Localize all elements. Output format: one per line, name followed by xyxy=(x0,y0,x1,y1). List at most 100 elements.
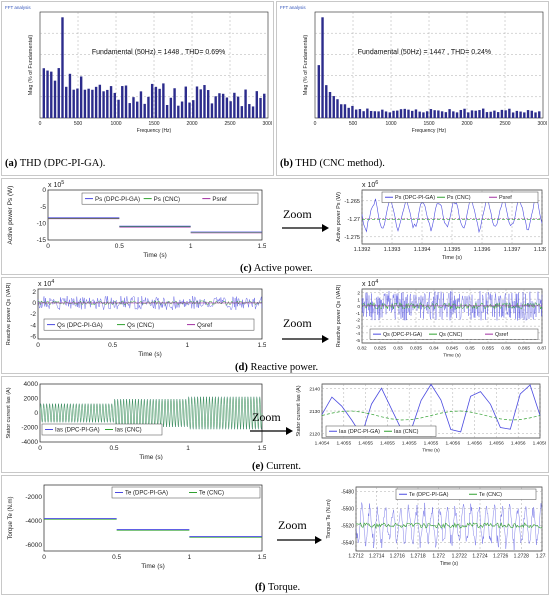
legend-entry: Ias (CNC) xyxy=(115,428,142,434)
x-tick-label: 1.1393 xyxy=(384,247,401,253)
x-tick-label: 1.4055 xyxy=(424,440,439,446)
x-tick-label: 1.4055 xyxy=(358,440,373,446)
x-tick-label: 1 xyxy=(186,445,190,452)
axis-exponent: x 105 xyxy=(48,180,64,189)
bar xyxy=(508,108,511,118)
x-tick-label: 1.2712 xyxy=(348,554,364,560)
y-tick-label: 2000 xyxy=(24,396,39,403)
caption-f: (f) Torque. xyxy=(255,582,301,593)
caption-d: (d) Reactive power. xyxy=(235,362,319,373)
x-axis-label: Time (s) xyxy=(143,252,167,259)
bar xyxy=(72,89,75,118)
x-tick-label: 1.1392 xyxy=(354,247,371,253)
bar xyxy=(444,112,448,118)
bar xyxy=(65,86,68,118)
legend-entry: Qsref xyxy=(197,322,212,329)
bar xyxy=(425,111,429,118)
legend-box xyxy=(81,192,259,205)
x-tick-label: 3000 xyxy=(537,121,547,127)
bar xyxy=(169,97,173,118)
x-tick-label: 0.845 xyxy=(446,345,458,351)
legend-entry: Te (DPC-PI-GA) xyxy=(409,492,449,498)
x-tick-label: 1.2724 xyxy=(472,554,488,560)
bar xyxy=(143,103,146,118)
bar xyxy=(225,97,229,118)
bar xyxy=(79,76,83,118)
x-tick-label: 0.5 xyxy=(108,342,117,349)
legend-entry: Ps (DPC-PI-GA) xyxy=(95,196,140,203)
bar xyxy=(515,110,519,118)
x-tick-label: 1.2718 xyxy=(410,554,426,560)
zoom-arrow-current-icon xyxy=(250,427,293,435)
legend-entry: Te (DPC-PI-GA) xyxy=(125,491,168,497)
bar xyxy=(98,84,102,118)
bar xyxy=(489,111,492,118)
bar xyxy=(411,110,414,118)
caption-e: (e) Current. xyxy=(252,461,301,472)
x-tick-label: 0 xyxy=(38,445,42,452)
bar xyxy=(57,68,60,118)
x-tick-label: 0.84 xyxy=(429,345,439,351)
zoom-label-active: Zoom xyxy=(283,207,312,221)
chart-current-zoom: 1.4054 1.4055 1.4055 1.4055 1.4055 1.4055 1.40… xyxy=(296,383,546,454)
bar xyxy=(340,104,343,118)
y-tick-label: 2120 xyxy=(309,432,320,438)
bar xyxy=(418,111,421,118)
x-tick-label: 0 xyxy=(314,121,317,127)
bar xyxy=(459,109,462,118)
x-tick-label: 0.82 xyxy=(357,345,367,351)
y-tick-label: -1.27 xyxy=(347,217,360,223)
bar xyxy=(478,110,481,118)
x-tick-label: 1.5 xyxy=(257,445,266,452)
bar xyxy=(244,89,247,118)
x-tick-label: 1.4056 xyxy=(511,440,526,446)
bar xyxy=(358,109,362,118)
x-axis-label: Time (s) xyxy=(141,563,165,570)
x-tick-label: 1.4055 xyxy=(336,440,351,446)
x-tick-label: 1.1397 xyxy=(504,247,521,253)
y-axis-label: Stator current Ias (A) xyxy=(296,385,302,436)
series-cnc-line xyxy=(361,301,543,310)
x-tick-label: 2500 xyxy=(499,121,510,127)
zoom-label-current: Zoom xyxy=(252,410,281,424)
x-tick-label: 0.835 xyxy=(410,345,422,351)
bar xyxy=(470,110,474,118)
bar xyxy=(147,96,150,118)
bar xyxy=(221,93,225,118)
x-tick-label: 1.1395 xyxy=(444,247,461,253)
x-tick-label: 0 xyxy=(46,243,50,250)
x-tick-label: 2000 xyxy=(461,121,472,127)
series-cnc-line xyxy=(355,522,543,529)
bar xyxy=(369,110,373,118)
bar xyxy=(381,109,384,118)
bar xyxy=(124,85,128,118)
chart-current-main: 0 0.5 1 1.5 4000 2000 0 -2000 -4000 Time (s) Stato… xyxy=(6,381,266,460)
y-tick-label: -4 xyxy=(30,322,36,329)
y-tick-label: -5520 xyxy=(341,524,354,530)
bar xyxy=(162,83,165,118)
axis-exponent: x 106 xyxy=(362,180,378,189)
bar xyxy=(437,110,440,118)
bar xyxy=(177,105,180,118)
y-tick-label: 0 xyxy=(32,300,36,307)
x-tick-label: 1 xyxy=(188,554,192,561)
bar xyxy=(240,106,244,118)
bar xyxy=(109,86,113,118)
x-tick-label: 1.5 xyxy=(257,554,266,561)
x-axis-label: Time (s) xyxy=(138,351,162,358)
x-tick-label: 1 xyxy=(186,342,190,349)
zoom-arrow-active-icon xyxy=(282,224,329,232)
x-tick-label: 1.2714 xyxy=(369,554,385,560)
y-tick-label: -5 xyxy=(356,338,361,344)
x-tick-label: 500 xyxy=(349,121,358,127)
bar xyxy=(534,112,537,118)
bar xyxy=(173,88,176,118)
x-tick-label: 2000 xyxy=(186,121,197,127)
chart-reactive-zoom: 0.82 0.825 0.83 0.835 0.84 0.845 0.85 0.855 0.86… xyxy=(336,279,546,359)
bar xyxy=(392,110,395,118)
x-tick-label: 0.87 xyxy=(537,345,546,351)
y-tick-label: -1.265 xyxy=(344,199,360,205)
legend-entry: Psref xyxy=(212,196,227,203)
bar xyxy=(463,108,466,118)
bar xyxy=(128,103,131,118)
